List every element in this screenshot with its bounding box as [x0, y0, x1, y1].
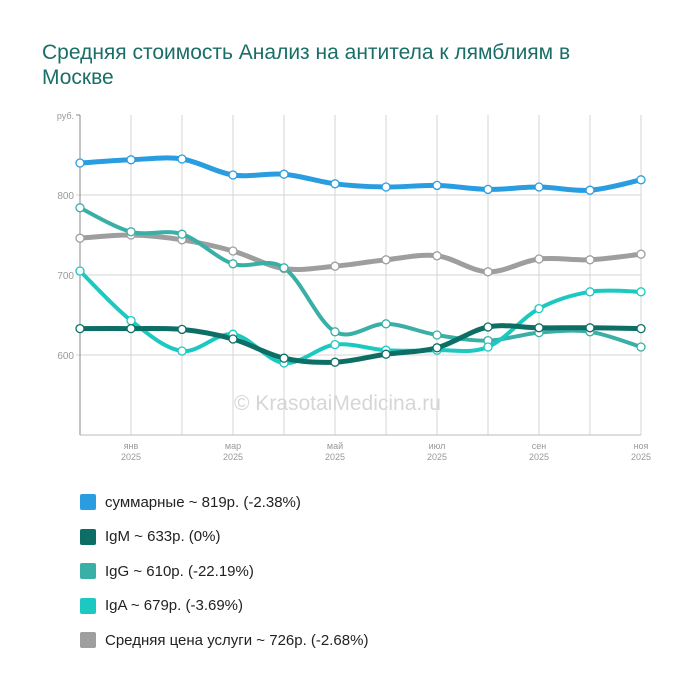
x-tick-label-month: мар	[225, 441, 241, 451]
data-point	[75, 266, 85, 276]
legend-label: IgA ~ 679р. (-3.69%)	[105, 597, 244, 615]
data-point	[330, 261, 340, 271]
data-point	[636, 249, 646, 259]
data-point	[483, 342, 493, 352]
x-tick-label-year: 2025	[121, 452, 141, 462]
data-point	[330, 339, 340, 350]
data-point	[177, 346, 187, 356]
x-tick-label-month: май	[327, 441, 343, 451]
data-point	[534, 323, 544, 333]
data-point	[279, 263, 289, 273]
data-point	[279, 169, 289, 179]
y-tick-label: 600	[57, 351, 74, 362]
data-point	[330, 179, 340, 189]
data-point	[381, 255, 391, 265]
data-point	[636, 342, 646, 352]
data-point	[432, 343, 442, 353]
series-line-0	[77, 155, 644, 193]
data-point	[228, 334, 238, 344]
data-point	[381, 349, 391, 359]
data-point	[126, 315, 136, 326]
data-point	[483, 267, 493, 277]
x-tick-label-year: 2025	[427, 452, 447, 462]
legend-item[interactable]: IgG ~ 610р. (-22.19%)	[80, 554, 368, 589]
data-point	[381, 182, 391, 192]
legend-item[interactable]: IgM ~ 633р. (0%)	[80, 520, 368, 555]
data-point	[177, 324, 187, 335]
series-line-4	[77, 232, 644, 275]
y-tick-label: 800	[57, 191, 74, 202]
x-tick-label-month: ноя	[634, 441, 649, 451]
data-point	[483, 184, 493, 195]
data-point	[432, 330, 442, 340]
data-point	[126, 155, 136, 165]
y-axis-label: руб.	[57, 111, 74, 121]
data-point	[636, 175, 646, 185]
x-tick-label-month: июл	[429, 441, 446, 451]
data-point	[585, 185, 595, 195]
data-point	[75, 233, 85, 243]
legend-swatch	[80, 494, 96, 511]
data-point	[534, 254, 544, 264]
data-point	[279, 353, 289, 363]
x-tick-label-year: 2025	[223, 452, 243, 462]
legend-swatch	[80, 597, 96, 614]
watermark: © KrasotaiMedicina.ru	[234, 392, 441, 415]
x-tick-label-year: 2025	[631, 452, 651, 462]
data-point	[177, 229, 187, 239]
data-point	[432, 251, 442, 261]
x-tick-label-month: сен	[532, 441, 547, 451]
legend: суммарные ~ 819р. (-2.38%) IgM ~ 633р. (0…	[80, 485, 368, 658]
data-point	[585, 323, 595, 333]
legend-label: IgG ~ 610р. (-22.19%)	[105, 562, 254, 580]
x-tick-label-month: янв	[124, 441, 139, 451]
data-point	[330, 357, 340, 367]
chart-title: Средняя стоимость Анализ на антитела к л…	[42, 41, 571, 89]
data-point	[585, 287, 595, 297]
data-point	[432, 180, 442, 191]
legend-item[interactable]: Средняя цена услуги ~ 726р. (-2.68%)	[80, 623, 368, 658]
data-point	[636, 287, 646, 297]
legend-swatch	[80, 528, 96, 545]
data-point	[483, 322, 493, 332]
series-line-3	[78, 269, 643, 366]
data-point	[330, 327, 340, 337]
x-tick-label-year: 2025	[325, 452, 345, 462]
data-point	[126, 227, 136, 237]
data-point	[534, 303, 544, 314]
y-tick-label: 700	[57, 271, 74, 282]
data-point	[126, 323, 136, 334]
data-point	[228, 246, 238, 256]
legend-swatch	[80, 563, 96, 580]
legend-label: суммарные ~ 819р. (-2.38%)	[105, 493, 301, 511]
legend-swatch	[80, 632, 96, 649]
x-tick-label-year: 2025	[529, 452, 549, 462]
legend-label: Средняя цена услуги ~ 726р. (-2.68%)	[105, 631, 369, 649]
data-point	[228, 170, 238, 180]
data-point	[228, 259, 238, 269]
data-point	[75, 323, 85, 334]
data-point	[534, 182, 544, 192]
data-point	[636, 323, 646, 334]
data-point	[585, 255, 595, 265]
legend-item[interactable]: IgA ~ 679р. (-3.69%)	[80, 589, 368, 624]
legend-label: IgM ~ 633р. (0%)	[105, 528, 221, 546]
data-point	[75, 158, 85, 168]
data-point	[381, 319, 391, 329]
legend-item[interactable]: суммарные ~ 819р. (-2.38%)	[80, 485, 368, 520]
data-point	[75, 203, 85, 213]
data-point	[177, 154, 187, 164]
